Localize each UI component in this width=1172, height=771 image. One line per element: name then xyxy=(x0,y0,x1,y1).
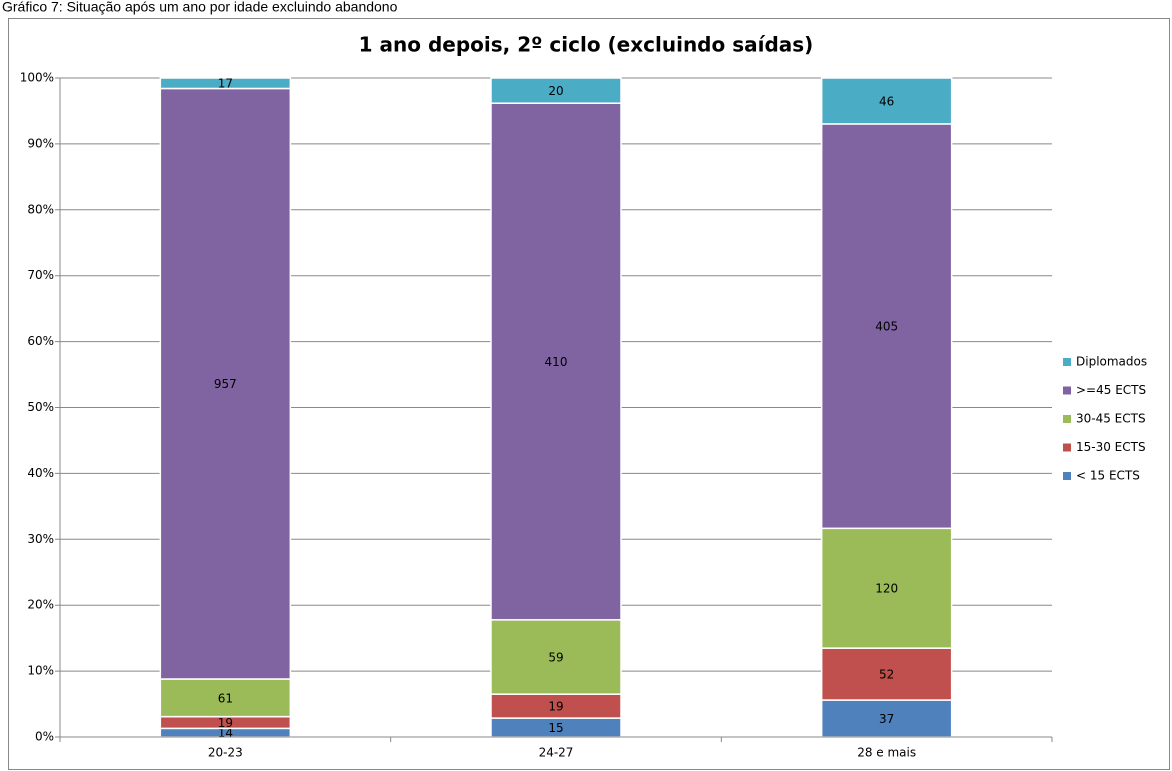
y-tick-label: 0% xyxy=(35,730,54,744)
bar-segment xyxy=(820,123,953,530)
data-label: 410 xyxy=(545,355,568,369)
y-tick-label: 20% xyxy=(27,598,54,612)
bar-segment xyxy=(820,527,953,649)
y-tick-label: 90% xyxy=(27,136,54,150)
bar-segment xyxy=(159,678,292,718)
data-label: 120 xyxy=(875,582,898,596)
data-label: 957 xyxy=(214,377,237,391)
chart-title: 1 ano depois, 2º ciclo (excluindo saídas… xyxy=(359,33,814,57)
y-tick-label: 10% xyxy=(27,664,54,678)
bar-segment xyxy=(159,77,292,90)
y-tick-label: 50% xyxy=(27,400,54,414)
data-label: 61 xyxy=(218,691,233,705)
y-tick-label: 100% xyxy=(20,71,54,85)
data-label: 20 xyxy=(548,84,563,98)
legend-label: < 15 ECTS xyxy=(1076,469,1140,483)
data-label: 19 xyxy=(548,700,563,714)
y-tick-label: 60% xyxy=(27,334,54,348)
y-tick-label: 40% xyxy=(27,466,54,480)
x-tick-label: 28 e mais xyxy=(857,746,916,760)
legend-label: 30-45 ECTS xyxy=(1076,412,1146,426)
bar-segment xyxy=(820,699,953,738)
legend-swatch xyxy=(1063,443,1071,452)
data-label: 37 xyxy=(879,712,894,726)
legend-swatch xyxy=(1063,386,1071,395)
legend-label: 15-30 ECTS xyxy=(1076,440,1146,454)
y-tick-label: 30% xyxy=(27,532,54,546)
y-tick-label: 80% xyxy=(27,202,54,216)
bar-segment xyxy=(159,87,292,680)
legend-swatch xyxy=(1063,358,1071,366)
bar-segment xyxy=(820,647,953,701)
legend-swatch xyxy=(1063,415,1071,423)
legend-swatch xyxy=(1063,472,1071,480)
y-tick-label: 70% xyxy=(27,268,54,282)
bar-segment xyxy=(490,102,622,621)
data-label: 59 xyxy=(548,650,563,664)
bar-segment xyxy=(820,77,953,125)
caption: Gráfico 7: Situação após um ano por idad… xyxy=(2,0,398,15)
legend-label: >=45 ECTS xyxy=(1076,383,1146,397)
legend-label: Diplomados xyxy=(1076,355,1147,369)
data-label: 17 xyxy=(218,77,233,91)
data-label: 405 xyxy=(875,320,898,334)
bar-segment xyxy=(490,619,622,695)
data-label: 46 xyxy=(879,94,894,108)
data-label: 19 xyxy=(218,716,233,730)
data-label: 52 xyxy=(879,668,894,682)
x-tick-label: 24-27 xyxy=(539,746,574,760)
x-tick-label: 20-23 xyxy=(208,746,243,760)
data-label: 15 xyxy=(548,721,563,735)
bar-segment xyxy=(490,77,622,104)
